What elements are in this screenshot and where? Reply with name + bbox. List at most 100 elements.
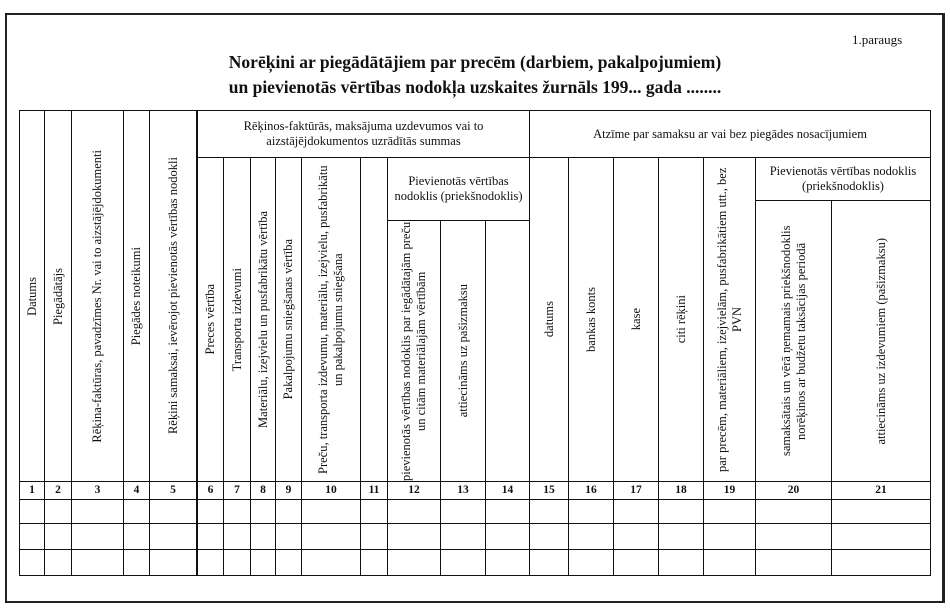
table-row-2-cell-5[interactable]: [149, 523, 197, 550]
table-row-2-cell-12[interactable]: [387, 523, 441, 550]
table-row-1-cell-17[interactable]: [613, 499, 659, 524]
table-row-2-cell-8[interactable]: [250, 523, 276, 550]
column-header-8: Materiālu, izejvielu un pusfabrikātu vēr…: [250, 157, 276, 482]
column-header-20-text: samaksātais un vērā ņemamais priekšnodok…: [778, 225, 808, 457]
table-row-2-cell-4[interactable]: [123, 523, 150, 550]
table-row-1-cell-18[interactable]: [658, 499, 704, 524]
column-number-15-text: 15: [543, 484, 555, 496]
column-header-18-text: citi rēķini: [673, 295, 688, 344]
table-row-3-cell-18[interactable]: [658, 549, 704, 576]
table-row-1-cell-14[interactable]: [485, 499, 530, 524]
column-number-16: 16: [568, 481, 614, 500]
table-row-1-cell-20[interactable]: [755, 499, 832, 524]
table-row-1-cell-3[interactable]: [71, 499, 124, 524]
table-row-3-cell-6[interactable]: [196, 549, 224, 576]
column-number-10-text: 10: [325, 484, 337, 496]
table-row-1-cell-8[interactable]: [250, 499, 276, 524]
table-row-1-cell-12[interactable]: [387, 499, 441, 524]
table-row-3-cell-16[interactable]: [568, 549, 614, 576]
table-row-3-cell-3[interactable]: [71, 549, 124, 576]
group-header-vat-right-text: Pievienotās vērtības nodoklis (priekšnod…: [769, 164, 917, 193]
table-row-3-cell-12[interactable]: [387, 549, 441, 576]
table-row-3-cell-7[interactable]: [223, 549, 251, 576]
table-row-1-cell-5[interactable]: [149, 499, 197, 524]
table-row-1-cell-9[interactable]: [275, 499, 302, 524]
table-row-2-cell-2[interactable]: [44, 523, 72, 550]
table-row-2-cell-3[interactable]: [71, 523, 124, 550]
group-header-vat-left: Pievienotās vērtības nodoklis (priekšnod…: [387, 157, 530, 221]
group-header-payment-mark: Atzīme par samaksu ar vai bez piegādes n…: [529, 110, 931, 158]
sample-label: 1.paraugs: [852, 32, 903, 47]
table-row-3-cell-15[interactable]: [529, 549, 569, 576]
table-row-2-cell-20[interactable]: [755, 523, 832, 550]
table-row-1-cell-1[interactable]: [19, 499, 45, 524]
column-number-14: 14: [485, 481, 530, 500]
column-number-2-text: 2: [55, 484, 61, 496]
column-header-17: kase: [613, 157, 659, 482]
column-number-6: 6: [196, 481, 224, 500]
table-row-2-cell-1[interactable]: [19, 523, 45, 550]
column-header-11: [360, 157, 388, 482]
table-row-3-cell-5[interactable]: [149, 549, 197, 576]
column-header-12-text: pievienotās vērtības nodoklis par iegādā…: [399, 221, 428, 481]
table-row-3-cell-11[interactable]: [360, 549, 388, 576]
column-number-15: 15: [529, 481, 569, 500]
column-number-12-text: 12: [408, 484, 420, 496]
table-row-1-cell-16[interactable]: [568, 499, 614, 524]
column-header-10: Preču, transporta izdevumu, materiālu, i…: [301, 157, 361, 482]
table-row-3-cell-4[interactable]: [123, 549, 150, 576]
column-number-6-text: 6: [207, 484, 214, 496]
table-row-3-cell-8[interactable]: [250, 549, 276, 576]
column-number-3: 3: [71, 481, 124, 500]
table-row-3-cell-17[interactable]: [613, 549, 659, 576]
table-row-2-cell-16[interactable]: [568, 523, 614, 550]
table-row-3-cell-20[interactable]: [755, 549, 832, 576]
column-number-8: 8: [250, 481, 276, 500]
table-row-2-cell-14[interactable]: [485, 523, 530, 550]
column-number-4-text: 4: [133, 484, 140, 496]
column-header-3-text: Rēķina-faktūras, pavadzīmes Nr. vai to a…: [90, 149, 104, 443]
column-header-4: Piegādes noteikumi: [123, 110, 150, 482]
table-row-1-cell-7[interactable]: [223, 499, 251, 524]
table-row-1-cell-13[interactable]: [440, 499, 486, 524]
column-number-17-text: 17: [630, 484, 642, 496]
column-header-1: Datums: [19, 110, 45, 482]
table-row-1-cell-6[interactable]: [196, 499, 224, 524]
table-row-1-cell-4[interactable]: [123, 499, 150, 524]
table-row-2-cell-15[interactable]: [529, 523, 569, 550]
column-number-9: 9: [275, 481, 302, 500]
table-row-1-cell-19[interactable]: [703, 499, 756, 524]
table-row-3-cell-1[interactable]: [19, 549, 45, 576]
table-row-2-cell-17[interactable]: [613, 523, 659, 550]
table-row-2-cell-10[interactable]: [301, 523, 361, 550]
column-number-20-text: 20: [787, 484, 800, 496]
table-row-3-cell-21[interactable]: [831, 549, 931, 576]
table-row-2-cell-19[interactable]: [703, 523, 756, 550]
column-header-5: Rēķini samaksai, ievērojot pievienotās v…: [149, 110, 197, 482]
table-row-3-cell-13[interactable]: [440, 549, 486, 576]
table-row-3-cell-14[interactable]: [485, 549, 530, 576]
column-number-21-text: 21: [875, 484, 887, 496]
table-row-2-cell-18[interactable]: [658, 523, 704, 550]
column-number-19-text: 19: [723, 484, 736, 496]
table-row-1-cell-11[interactable]: [360, 499, 388, 524]
table-row-2-cell-9[interactable]: [275, 523, 302, 550]
table-row-3-cell-9[interactable]: [275, 549, 302, 576]
table-row-3-cell-2[interactable]: [44, 549, 72, 576]
table-row-2-cell-11[interactable]: [360, 523, 388, 550]
table-row-3-cell-10[interactable]: [301, 549, 361, 576]
table-row-2-cell-21[interactable]: [831, 523, 931, 550]
column-header-5-text: Rēķini samaksai, ievērojot pievienotās v…: [165, 157, 180, 435]
table-row-1-cell-2[interactable]: [44, 499, 72, 524]
column-number-19: 19: [703, 481, 756, 500]
table-row-2-cell-6[interactable]: [196, 523, 224, 550]
group-header-invoice-amounts: Rēķinos-faktūrās, maksājuma uzdevumos va…: [196, 110, 530, 158]
table-row-3-cell-19[interactable]: [703, 549, 756, 576]
table-row-2-cell-7[interactable]: [223, 523, 251, 550]
table-row-1-cell-15[interactable]: [529, 499, 569, 524]
table-row-2-cell-13[interactable]: [440, 523, 486, 550]
table-row-1-cell-21[interactable]: [831, 499, 931, 524]
column-header-9-text: Pakalpojumu sniegšanas vērtība: [281, 239, 295, 400]
column-number-16-text: 16: [585, 484, 597, 496]
table-row-1-cell-10[interactable]: [301, 499, 361, 524]
